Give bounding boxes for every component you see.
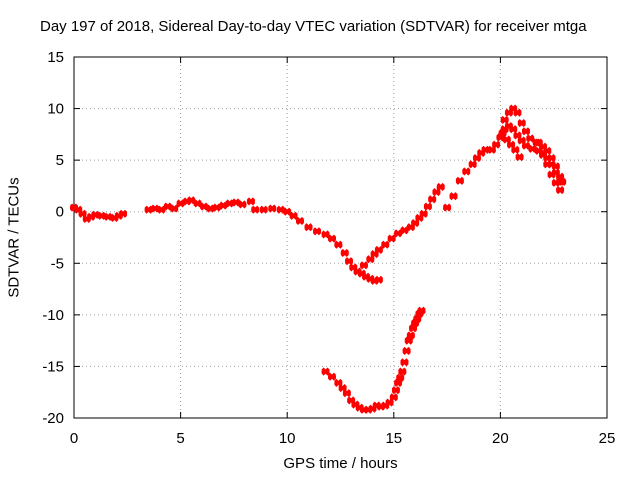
data-point — [402, 346, 411, 356]
data-point — [513, 108, 522, 117]
x-tick-label: 10 — [279, 430, 296, 447]
data-point — [500, 115, 509, 124]
data-point — [462, 167, 471, 176]
chart-title: Day 197 of 2018, Sidereal Day-to-day VTE… — [40, 18, 587, 35]
data-point — [517, 118, 526, 128]
data-point — [400, 226, 409, 235]
data-point — [408, 324, 418, 333]
data-point — [551, 162, 560, 171]
data-point — [534, 138, 543, 147]
x-axis-label: GPS time / hours — [283, 455, 398, 472]
data-point — [498, 129, 507, 138]
y-tick-label: 15 — [47, 49, 64, 66]
data-point — [374, 275, 383, 284]
data-point — [251, 205, 260, 214]
data-point — [259, 205, 268, 214]
data-point — [304, 223, 313, 232]
data-point — [394, 378, 403, 387]
data-point — [404, 336, 413, 345]
data-point — [118, 209, 128, 218]
data-point — [396, 373, 405, 382]
data-point — [391, 386, 400, 395]
data-point — [238, 200, 247, 209]
x-tick-label: 20 — [492, 430, 509, 447]
data-point — [170, 204, 179, 213]
data-point — [538, 148, 548, 157]
data-point — [387, 234, 396, 243]
data-point — [312, 227, 322, 236]
data-point — [492, 140, 501, 149]
x-tick-label: 15 — [385, 430, 402, 447]
y-tick-label: -10 — [42, 307, 64, 324]
data-point — [423, 202, 432, 211]
data-point — [359, 261, 369, 270]
data-point — [515, 152, 524, 162]
data-point — [417, 306, 426, 315]
data-point — [521, 127, 531, 136]
data-point — [547, 170, 556, 179]
data-point — [344, 257, 354, 266]
data-point — [400, 358, 409, 367]
data-point — [468, 160, 477, 169]
data-point — [543, 160, 552, 169]
data-point — [187, 196, 196, 205]
data-point — [381, 240, 390, 249]
y-tick-label: 0 — [56, 204, 64, 221]
data-point — [406, 331, 415, 340]
data-point — [521, 141, 531, 150]
y-tick-label: -5 — [51, 255, 64, 272]
data-point — [556, 185, 565, 195]
y-tick-label: 10 — [47, 101, 64, 118]
data-point — [398, 367, 407, 376]
data-point — [389, 393, 398, 402]
data-point — [551, 178, 560, 187]
data-point — [455, 176, 464, 185]
x-tick-label: 25 — [599, 430, 616, 447]
data-point — [295, 216, 305, 226]
y-tick-label: 5 — [56, 152, 64, 169]
data-point — [413, 314, 422, 324]
data-point — [334, 240, 343, 249]
data-point — [321, 230, 330, 239]
data-point — [556, 172, 565, 181]
data-point — [327, 372, 337, 381]
data-point — [526, 134, 535, 143]
data-point — [443, 203, 452, 212]
data-point — [321, 367, 330, 376]
data-point — [327, 234, 337, 243]
data-point — [289, 211, 298, 220]
data-point — [449, 192, 458, 201]
y-tick-label: -15 — [42, 358, 64, 375]
data-point — [157, 205, 166, 214]
data-point — [436, 182, 445, 192]
data-point — [374, 245, 383, 254]
data-point — [394, 229, 403, 238]
x-tick-label: 0 — [70, 430, 78, 447]
data-point — [268, 204, 277, 213]
y-tick-label: -20 — [42, 410, 64, 427]
data-point — [342, 389, 351, 398]
data-point — [547, 154, 556, 163]
data-point — [340, 248, 349, 258]
data-point — [246, 197, 256, 206]
data-point — [193, 199, 202, 208]
data-point — [509, 125, 518, 134]
x-tick-label: 5 — [176, 430, 184, 447]
data-point — [428, 195, 437, 204]
data-point — [419, 209, 428, 218]
data-point — [511, 145, 520, 154]
y-axis-label: SDTVAR / TECUs — [5, 177, 23, 298]
plot-frame — [73, 56, 608, 419]
data-point — [283, 207, 292, 216]
